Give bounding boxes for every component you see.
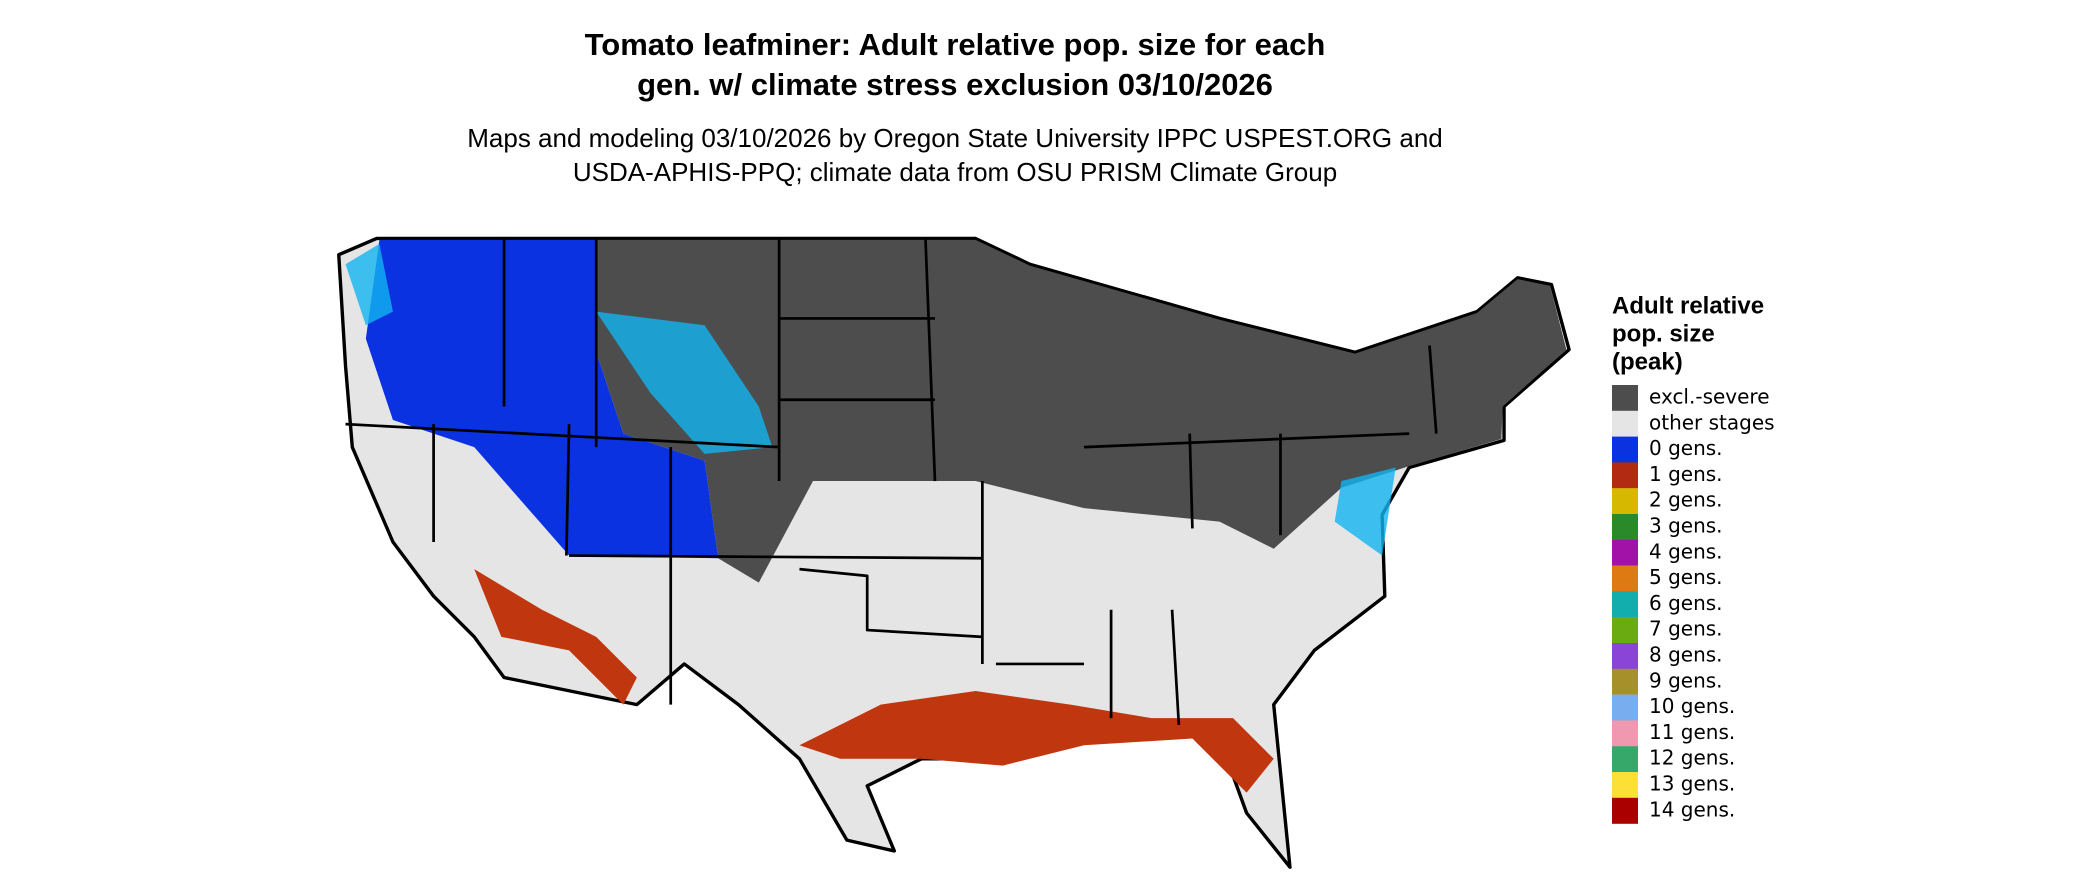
legend-swatch [1612,746,1638,773]
legend-label: 5 gens. [1649,565,1723,589]
legend-label: 12 gens. [1649,746,1735,770]
excluded-region [596,239,1567,583]
legend-label: excl.-severe [1649,385,1770,409]
title-line: gen. w/ climate stress exclusion 03/10/2… [637,67,1273,102]
legend-label: 11 gens. [1649,720,1735,744]
legend-swatch [1612,772,1638,798]
legend-swatch [1612,643,1638,669]
legend-swatch [1612,617,1638,644]
light-blue-region [345,243,1396,556]
legend-label: 4 gens. [1649,539,1723,563]
legend-title: pop. size [1612,320,1715,347]
legend-label: 1 gens. [1649,462,1723,486]
legend-label: 6 gens. [1649,591,1723,615]
legend-title: (peak) [1612,348,1683,375]
legend-label: other stages [1649,410,1775,434]
legend-label: 3 gens. [1649,514,1723,538]
legend-swatch [1612,436,1638,463]
map-title: Tomato leafminer: Adult relative pop. si… [585,27,1326,102]
us-map [337,236,1571,869]
title-line: Tomato leafminer: Adult relative pop. si… [585,27,1326,62]
subtitle: Maps and modeling 03/10/2026 by Oregon S… [467,123,1443,153]
red-region [474,569,1274,793]
legend-label: 8 gens. [1649,643,1723,667]
legend-label: 13 gens. [1649,772,1735,796]
legend-label: 9 gens. [1649,668,1723,692]
legend-label: 10 gens. [1649,694,1735,718]
state-lines [345,238,1438,726]
legend-label: 7 gens. [1649,617,1723,641]
legend-label: 0 gens. [1649,436,1723,460]
legend-swatch [1612,591,1638,618]
blue-region [365,239,719,559]
legend-swatch [1612,694,1638,721]
legend-swatch [1612,385,1638,411]
legend-swatch [1612,797,1638,824]
legend-title: Adult relative [1612,292,1764,319]
legend-swatch [1612,668,1638,695]
legend-swatch [1612,410,1638,437]
legend-label: 2 gens. [1649,488,1723,512]
legend-swatch [1612,565,1638,592]
legend-swatch [1612,720,1638,747]
legend-label: 14 gens. [1649,797,1735,821]
legend-swatch [1612,488,1638,515]
legend-swatch [1612,462,1638,489]
legend-swatch [1612,539,1638,566]
subtitle: USDA-APHIS-PPQ; climate data from OSU PR… [573,157,1337,187]
legend-swatch [1612,514,1638,540]
